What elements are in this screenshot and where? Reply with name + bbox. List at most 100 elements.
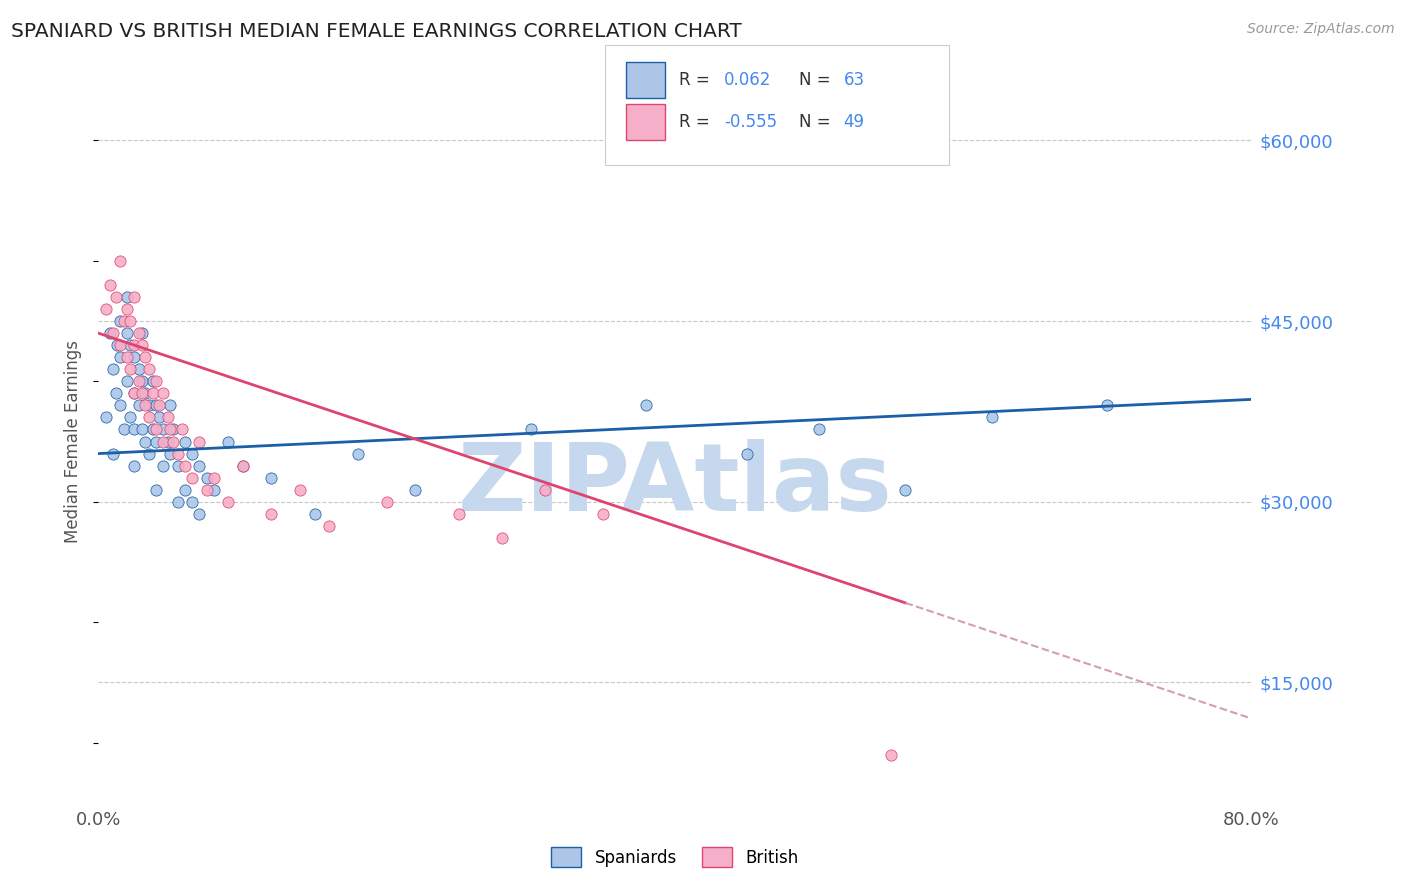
Point — [148, 398, 170, 412]
Point — [260, 507, 283, 521]
Legend: Spaniards, British: Spaniards, British — [544, 840, 806, 874]
Point — [94, 301, 117, 316]
Point — [138, 398, 160, 412]
Point — [174, 434, 197, 449]
Text: -0.555: -0.555 — [724, 113, 778, 131]
Point — [124, 423, 146, 437]
Point — [880, 747, 903, 762]
Point — [202, 483, 225, 497]
Point — [152, 423, 174, 437]
Point — [148, 410, 170, 425]
Point — [124, 458, 146, 473]
Point — [131, 374, 153, 388]
Point — [128, 362, 150, 376]
Point — [120, 410, 142, 425]
Point — [128, 398, 150, 412]
Point — [117, 301, 139, 316]
Point — [188, 458, 211, 473]
Text: R =: R = — [679, 71, 716, 89]
Point — [162, 434, 184, 449]
Point — [124, 290, 146, 304]
Text: 63: 63 — [844, 71, 865, 89]
Point — [124, 386, 146, 401]
Point — [1097, 398, 1119, 412]
Text: 49: 49 — [844, 113, 865, 131]
Point — [156, 410, 179, 425]
Point — [217, 494, 239, 508]
Text: 0.062: 0.062 — [724, 71, 772, 89]
Point — [174, 483, 197, 497]
Point — [188, 507, 211, 521]
Point — [145, 374, 167, 388]
Point — [346, 446, 368, 460]
Point — [131, 326, 153, 340]
Point — [166, 494, 188, 508]
Point — [108, 314, 131, 328]
Point — [134, 386, 156, 401]
Point — [166, 458, 188, 473]
Point — [231, 458, 254, 473]
Point — [128, 374, 150, 388]
Point — [181, 471, 204, 485]
Text: R =: R = — [679, 113, 716, 131]
Point — [98, 326, 121, 340]
Point — [520, 423, 543, 437]
Text: ZIPAtlas: ZIPAtlas — [457, 439, 893, 531]
Point — [104, 386, 127, 401]
Point — [156, 434, 179, 449]
Point — [592, 507, 614, 521]
Point — [290, 483, 312, 497]
Point — [117, 326, 139, 340]
Point — [159, 446, 181, 460]
Point — [174, 458, 197, 473]
Point — [735, 446, 758, 460]
Point — [120, 362, 142, 376]
Point — [304, 507, 326, 521]
Point — [170, 423, 193, 437]
Point — [134, 434, 156, 449]
Point — [894, 483, 917, 497]
Point — [142, 423, 165, 437]
Point — [138, 410, 160, 425]
Point — [981, 410, 1004, 425]
Point — [181, 446, 204, 460]
Point — [117, 290, 139, 304]
Point — [131, 386, 153, 401]
Point — [318, 519, 340, 533]
Point — [134, 398, 156, 412]
Text: N =: N = — [799, 71, 835, 89]
Point — [112, 314, 135, 328]
Point — [101, 362, 124, 376]
Point — [128, 326, 150, 340]
Point — [808, 423, 831, 437]
Point — [159, 423, 181, 437]
Point — [124, 386, 146, 401]
Point — [534, 483, 557, 497]
Point — [108, 253, 131, 268]
Point — [145, 423, 167, 437]
Point — [152, 458, 174, 473]
Point — [120, 314, 142, 328]
Point — [108, 398, 131, 412]
Point — [104, 290, 127, 304]
Point — [98, 277, 121, 292]
Text: SPANIARD VS BRITISH MEDIAN FEMALE EARNINGS CORRELATION CHART: SPANIARD VS BRITISH MEDIAN FEMALE EARNIN… — [11, 22, 742, 41]
Point — [124, 338, 146, 352]
Point — [120, 338, 142, 352]
Point — [162, 423, 184, 437]
Point — [166, 446, 188, 460]
Point — [181, 494, 204, 508]
Point — [260, 471, 283, 485]
Point — [117, 350, 139, 364]
Text: N =: N = — [799, 113, 835, 131]
Point — [142, 374, 165, 388]
Point — [94, 410, 117, 425]
Point — [134, 350, 156, 364]
Point — [108, 338, 131, 352]
Point — [159, 398, 181, 412]
Y-axis label: Median Female Earnings: Median Female Earnings — [65, 340, 83, 543]
Point — [117, 374, 139, 388]
Point — [138, 446, 160, 460]
Point — [195, 471, 218, 485]
Point — [101, 326, 124, 340]
